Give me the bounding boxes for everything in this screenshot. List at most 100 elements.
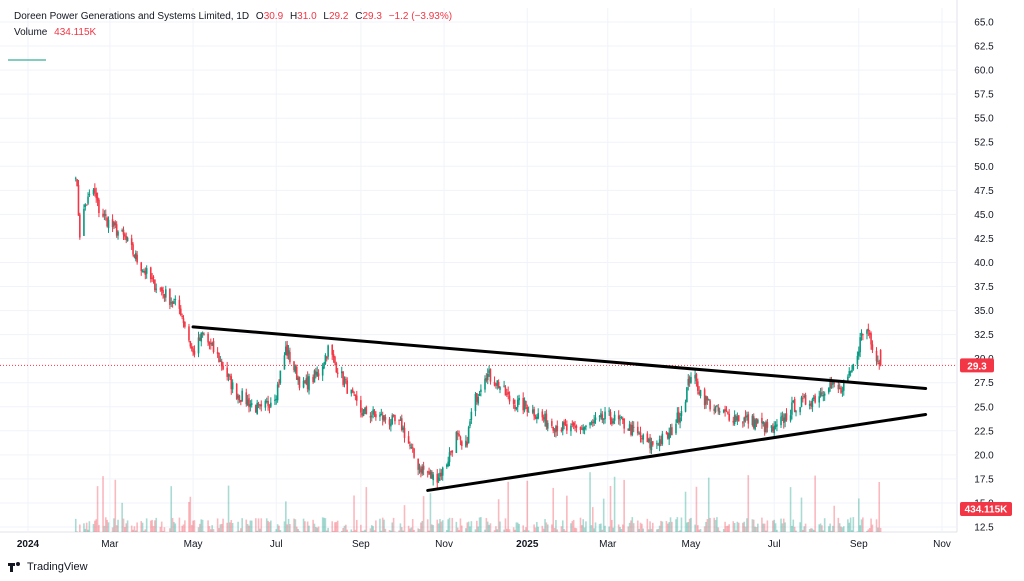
candle-body xyxy=(744,415,747,418)
volume-bar xyxy=(551,524,553,532)
volume-bar xyxy=(297,528,299,532)
candle-body xyxy=(361,413,364,416)
x-tick-label: Sep xyxy=(352,539,370,550)
candle-body xyxy=(115,224,118,236)
volume-bar xyxy=(497,499,500,532)
volume-bar xyxy=(862,517,864,532)
volume-bar xyxy=(765,530,767,532)
candle-body xyxy=(534,416,537,419)
candle-body xyxy=(313,370,316,383)
volume-bar xyxy=(593,528,595,532)
volume-bar xyxy=(661,521,664,532)
volume-bar xyxy=(744,526,747,532)
volume-bar xyxy=(126,520,129,532)
candle-body xyxy=(298,376,301,388)
candle-body xyxy=(107,219,110,229)
candle-body xyxy=(210,342,212,345)
lower-support-line xyxy=(426,412,928,492)
volume-bar xyxy=(122,518,125,532)
y-tick-label: 45.0 xyxy=(974,210,994,221)
candle-body xyxy=(305,378,308,385)
candle-body xyxy=(657,444,660,446)
candle-body xyxy=(354,394,357,396)
candle-body xyxy=(546,422,549,429)
candle-body xyxy=(623,418,625,429)
volume-bar xyxy=(313,523,316,532)
candle-body xyxy=(799,407,801,413)
volume-key[interactable]: Volume xyxy=(14,27,48,38)
candle-body xyxy=(278,383,280,385)
volume-bar xyxy=(216,518,219,532)
volume-bar xyxy=(552,487,555,532)
high-value: 31.0 xyxy=(297,11,317,22)
price-axis[interactable]: 12.515.017.520.022.525.027.530.032.535.0… xyxy=(960,18,1012,534)
candle-body xyxy=(782,417,785,423)
volume-bar xyxy=(388,530,391,532)
volume-bar xyxy=(496,529,499,532)
volume-bar xyxy=(104,517,107,532)
candle-body xyxy=(684,401,687,412)
volume-bar xyxy=(364,529,366,532)
candle-body xyxy=(260,404,263,407)
candle-body xyxy=(249,404,252,407)
candle-body xyxy=(541,411,544,418)
candle-body xyxy=(256,402,258,415)
candle-body xyxy=(660,440,662,444)
volume-bar xyxy=(830,530,833,532)
candle-body xyxy=(171,302,174,305)
volume-bar xyxy=(95,519,98,532)
candle-body xyxy=(770,425,773,429)
x-tick-label: May xyxy=(682,539,701,550)
volume-bar xyxy=(868,528,871,532)
candle-body xyxy=(162,290,164,294)
volume-bar xyxy=(878,482,881,532)
volume-bar xyxy=(182,524,185,532)
volume-bar xyxy=(646,518,649,532)
volume-bar xyxy=(346,529,349,532)
candle-body xyxy=(497,382,500,389)
volume-bar xyxy=(857,498,860,532)
volume-bar xyxy=(159,526,162,532)
candle-body xyxy=(413,448,415,458)
volume-bar xyxy=(623,479,625,532)
volume-tag-bg xyxy=(960,502,1012,516)
volume-bar xyxy=(821,525,823,532)
volume-bar xyxy=(154,520,156,532)
candle-body xyxy=(808,404,811,406)
candle-body xyxy=(867,328,870,332)
candle-body xyxy=(222,365,224,370)
volume-bar xyxy=(669,517,672,532)
candle-body xyxy=(143,271,145,273)
volume-bar xyxy=(211,525,213,532)
candle-body xyxy=(628,424,631,431)
candle-body xyxy=(229,375,231,377)
volume-bar xyxy=(267,520,269,532)
volume-bar xyxy=(278,525,280,532)
volume-bar xyxy=(230,519,233,532)
candle-body xyxy=(79,214,81,238)
trendlines[interactable] xyxy=(191,325,928,492)
candle-body xyxy=(642,434,645,440)
candle-body xyxy=(563,421,565,425)
time-axis[interactable]: 2024 Mar May Jul Sep Nov 2025 Mar May Jul Sep Nov xyxy=(17,539,951,550)
candle-body xyxy=(182,318,185,324)
candle-body xyxy=(512,399,515,404)
candle-body xyxy=(649,437,651,449)
volume-bar xyxy=(315,526,317,532)
volume-bar xyxy=(321,517,324,532)
candle-body xyxy=(238,395,241,401)
candle-body xyxy=(323,363,325,369)
tradingview-logo[interactable]: TradingView xyxy=(8,561,88,573)
candle-body xyxy=(255,405,257,413)
candle-body xyxy=(630,424,632,435)
candle-body xyxy=(169,288,171,306)
candle-body xyxy=(267,400,269,406)
symbol-title[interactable]: Doreen Power Generations and Systems Lim… xyxy=(14,11,250,22)
volume-bar xyxy=(302,518,305,532)
candle-body xyxy=(264,400,267,408)
volume-bar xyxy=(83,523,85,532)
candle-body xyxy=(525,400,527,407)
volume-bar xyxy=(429,493,432,532)
volume-bar xyxy=(829,523,831,532)
